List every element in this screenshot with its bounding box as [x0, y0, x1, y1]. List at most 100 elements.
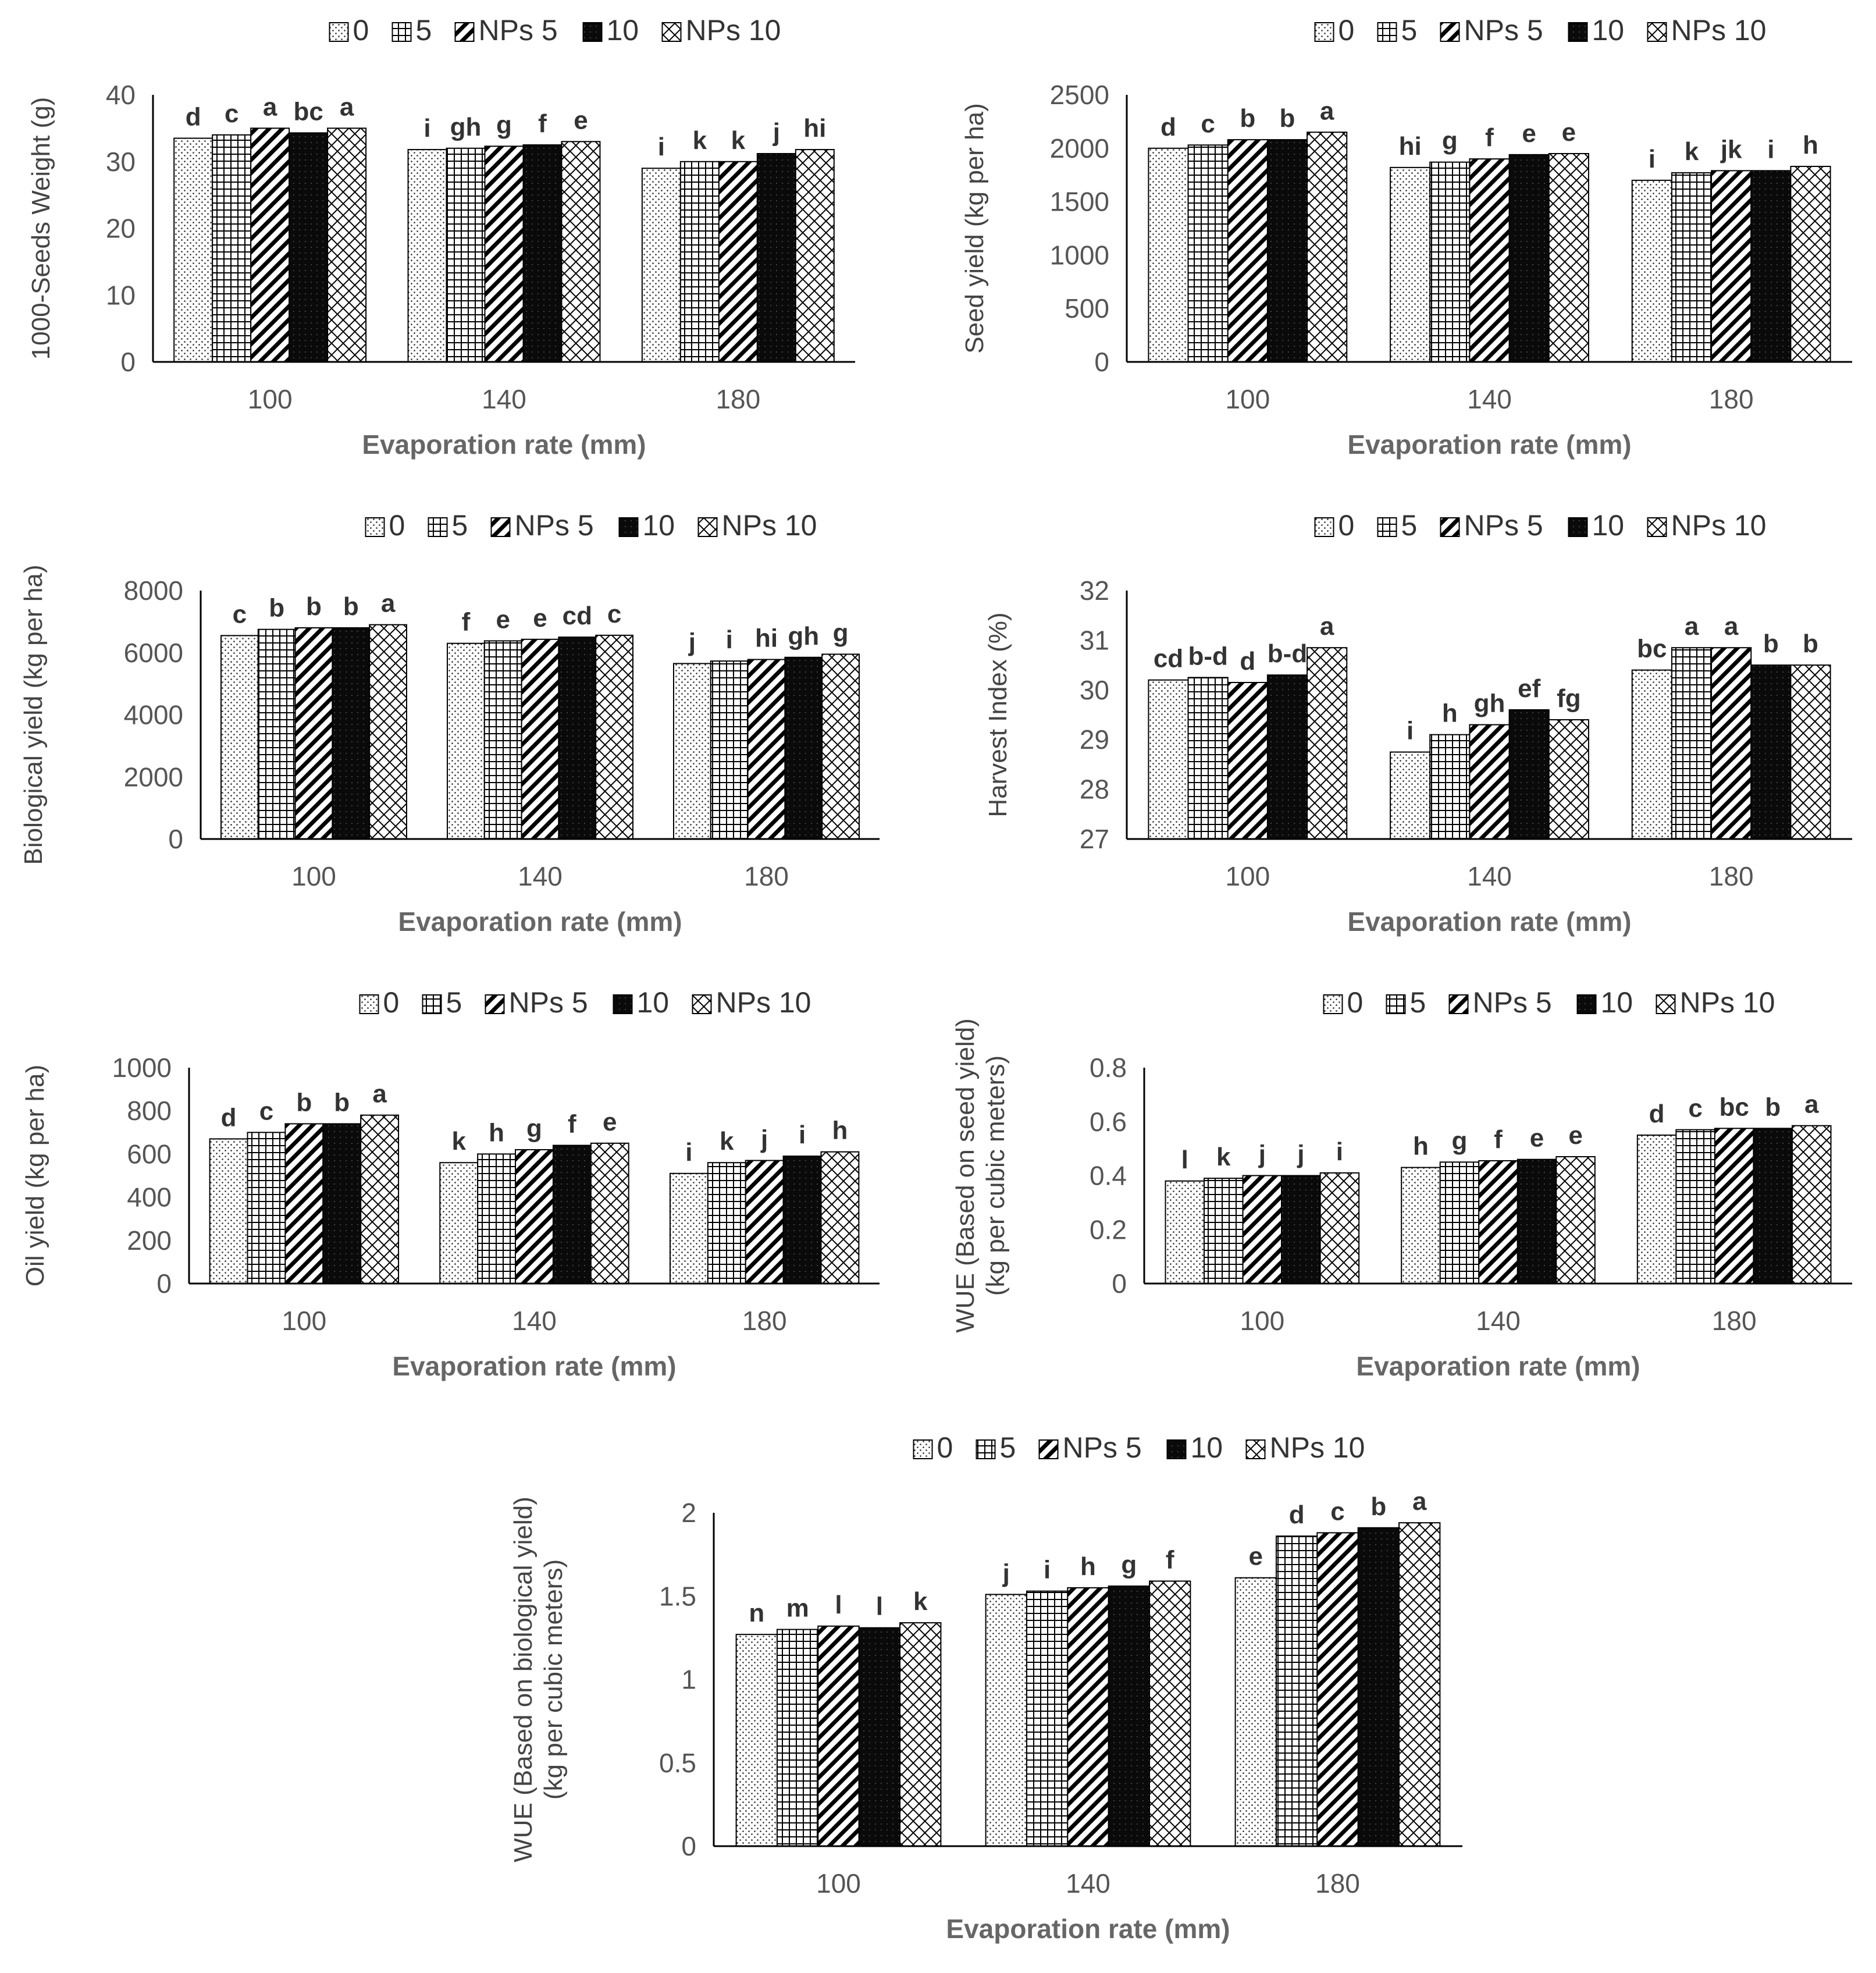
- x-tick-label: 180: [742, 1306, 787, 1336]
- bar-180-nps-10: [1790, 166, 1831, 362]
- legend: 0 5 NPs 5 10 NPs 10: [913, 1431, 1365, 1464]
- bar-100-nps-5: [294, 627, 333, 840]
- bar-100-nps-10: [327, 127, 367, 362]
- y-tick-label: 2: [681, 1498, 696, 1528]
- bar-100-10: [322, 1123, 362, 1284]
- bar-100-0: [1165, 1180, 1205, 1285]
- bar-100-0: [1148, 679, 1189, 840]
- y-tick-label: 1: [681, 1665, 696, 1695]
- bar-180-5: [1671, 172, 1713, 362]
- bar-100-5: [1187, 677, 1229, 840]
- x-tick-label: 100: [282, 1306, 326, 1336]
- significance-letter: jk: [1720, 135, 1742, 163]
- bar-140-nps-5: [1478, 1160, 1518, 1285]
- significance-letter: j: [1258, 1140, 1266, 1169]
- significance-letter: l: [876, 1592, 883, 1621]
- bar-100-5: [257, 628, 296, 840]
- significance-letter: gh: [450, 113, 482, 141]
- y-tick-label: 20: [106, 214, 136, 244]
- significance-letter: gh: [1474, 689, 1505, 718]
- significance-letter: b: [1370, 1492, 1386, 1521]
- significance-letter: k: [720, 1127, 734, 1156]
- bar-140-nps-5: [1469, 158, 1510, 362]
- significance-letter: a: [340, 93, 354, 121]
- significance-letter: a: [1724, 612, 1739, 641]
- significance-letter: a: [1685, 612, 1699, 641]
- significance-letter: cd: [1154, 645, 1183, 673]
- significance-letter: k: [731, 126, 746, 155]
- y-tick-label: 27: [1080, 824, 1109, 854]
- y-tick-label: 1.5: [659, 1581, 696, 1611]
- bar-100-nps-5: [284, 1123, 324, 1284]
- significance-letter: hi: [803, 114, 826, 143]
- legend-swatch-5: [1386, 994, 1406, 1014]
- significance-letter: b: [1240, 104, 1255, 133]
- bar-100-10: [1266, 674, 1308, 840]
- significance-letter: i: [799, 1121, 806, 1149]
- legend-swatch-10: [613, 994, 633, 1014]
- significance-letter: e: [1562, 118, 1576, 147]
- significance-letter: bc: [1637, 635, 1667, 663]
- bar-180-10: [784, 656, 823, 840]
- y-tick-label: 400: [127, 1182, 172, 1213]
- x-tick-label: 100: [248, 384, 293, 414]
- significance-letter: e: [574, 106, 588, 134]
- legend-label: NPs 5: [1464, 509, 1543, 542]
- legend-label: 0: [1339, 509, 1355, 542]
- y-tick-label: 0.6: [1090, 1107, 1127, 1137]
- significance-letter: h: [489, 1118, 504, 1147]
- bar-180-nps-5: [1711, 170, 1752, 362]
- bar-140-10: [1517, 1158, 1557, 1285]
- bar-180-10: [1753, 1128, 1793, 1284]
- legend-label: 10: [1191, 1431, 1223, 1464]
- bar-140-nps-10: [1548, 152, 1589, 362]
- significance-letter: d: [221, 1103, 237, 1132]
- bar-140-nps-10: [1548, 719, 1589, 840]
- x-tick-label: 140: [1467, 861, 1512, 891]
- chart-panel-7: 0 5 NPs 5 10 NPs 10 0 0.5 1 1.5 2 WUE (Based on bi…: [509, 1431, 1462, 1944]
- bar-100-0: [220, 635, 259, 840]
- legend-label: 10: [1601, 986, 1633, 1019]
- bar-100-nps-5: [817, 1625, 860, 1847]
- bar-180-nps-5: [747, 659, 786, 840]
- significance-letter: b: [1763, 630, 1779, 658]
- bar-180-nps-5: [718, 161, 758, 362]
- significance-letter: g: [1121, 1551, 1137, 1579]
- legend-label: 5: [1410, 986, 1426, 1019]
- bar-180-0: [1636, 1134, 1677, 1284]
- y-axis-title: 1000-Seeds Weight (g): [27, 97, 55, 360]
- bar-100-0: [735, 1634, 778, 1847]
- significance-letter: g: [1442, 127, 1458, 155]
- significance-letter: bc: [1719, 1093, 1749, 1121]
- bar-140-nps-10: [1149, 1580, 1191, 1847]
- legend-swatch-nps-5: [1440, 22, 1460, 42]
- legend-swatch-nps-10: [1647, 517, 1667, 537]
- legend-label: NPs 10: [1680, 986, 1775, 1019]
- bar-180-0: [1234, 1577, 1277, 1847]
- bar-180-nps-10: [1791, 1125, 1832, 1285]
- significance-letter: a: [372, 1080, 387, 1108]
- significance-letter: e: [1568, 1121, 1582, 1150]
- legend-swatch-5: [391, 22, 412, 42]
- bar-100-nps-10: [1307, 131, 1348, 362]
- significance-letter: g: [833, 618, 849, 647]
- significance-letter: c: [1330, 1497, 1344, 1526]
- significance-letter: d: [1649, 1100, 1665, 1128]
- legend-swatch-nps-10: [1245, 1439, 1266, 1459]
- bar-180-0: [1631, 669, 1672, 840]
- x-tick-label: 140: [1066, 1868, 1110, 1899]
- y-tick-label: 1000: [112, 1053, 172, 1083]
- legend: 0 5 NPs 5 10 NPs 10: [329, 14, 781, 47]
- bar-140-5: [483, 640, 522, 840]
- y-tick-label: 10: [106, 280, 136, 310]
- bar-140-5: [446, 147, 486, 363]
- y-tick-label: 28: [1080, 774, 1109, 805]
- x-tick-label: 100: [291, 861, 336, 891]
- bar-180-nps-5: [745, 1160, 784, 1285]
- bar-100-0: [1148, 147, 1189, 363]
- y-tick-label: 30: [106, 147, 136, 177]
- bar-100-nps-10: [1319, 1172, 1360, 1285]
- significance-letter: e: [1249, 1542, 1263, 1571]
- x-axis-title: Evaporation rate (mm): [1347, 906, 1631, 937]
- legend-label: NPs 5: [1464, 14, 1543, 47]
